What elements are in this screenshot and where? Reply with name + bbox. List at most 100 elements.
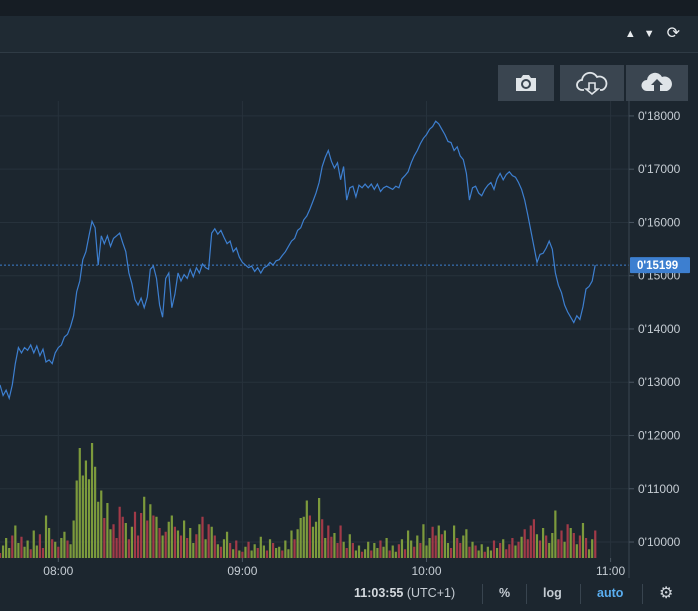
volume-bar (222, 539, 226, 558)
y-axis-ticks: 0'100000'110000'120000'130000'140000'150… (629, 109, 681, 549)
volume-bar (250, 550, 253, 558)
volume-bar (299, 518, 302, 558)
volume-bar (275, 548, 278, 558)
volume-bar (557, 539, 560, 558)
y-tick-label: 0'12000 (638, 428, 681, 442)
volume-bar (296, 529, 299, 558)
volume-bar (351, 543, 354, 558)
volume-bar (440, 534, 443, 558)
volume-bar (514, 545, 517, 558)
volume-bar (345, 548, 348, 558)
percent-scale-button[interactable]: % (499, 586, 511, 600)
volume-bar (51, 539, 54, 558)
volume-bar (57, 546, 60, 558)
volume-bar (572, 533, 575, 558)
volume-bar (238, 550, 241, 558)
chart-toolbar (0, 53, 698, 101)
volume-bar (502, 539, 505, 558)
upload-button[interactable] (626, 65, 688, 101)
triangle-up-icon[interactable]: ▲ (624, 28, 636, 40)
volume-bar (397, 544, 400, 558)
volume-bar (225, 531, 229, 558)
volume-bar (118, 506, 121, 558)
volume-bar (453, 525, 456, 558)
volume-bar (198, 524, 201, 558)
volume-bar (459, 543, 462, 558)
volume-bar (499, 543, 502, 558)
volume-bar (281, 550, 284, 558)
volume-bar (229, 543, 232, 558)
volume-bar (210, 526, 213, 558)
volume-bar (204, 539, 207, 558)
volume-bar (179, 535, 183, 558)
volume-bar (388, 550, 391, 558)
volume-bar (517, 541, 520, 558)
volume-bar (477, 550, 480, 558)
volume-bar (26, 540, 29, 558)
gear-icon[interactable]: ⚙ (659, 585, 674, 602)
volume-bar (100, 490, 103, 558)
volume-bar (90, 443, 94, 558)
volume-bar (314, 521, 318, 558)
download-button[interactable] (560, 65, 624, 101)
auto-scale-button[interactable]: auto (597, 586, 624, 600)
volume-bar (526, 539, 529, 558)
volume-bar (235, 540, 238, 558)
volume-bar (422, 524, 425, 558)
volume-bar (127, 539, 130, 558)
volume-bar (465, 529, 468, 558)
volume-bar (244, 546, 247, 558)
window-top-strip (0, 0, 698, 16)
volume-bar (486, 546, 489, 558)
screenshot-button[interactable] (498, 65, 554, 101)
volume-bar (413, 546, 416, 558)
volume-bar (152, 515, 155, 558)
footer-divider (482, 584, 483, 604)
volume-bar (394, 551, 397, 558)
volume-bar (278, 546, 281, 558)
volume-bar (360, 551, 364, 558)
volume-bar (284, 540, 287, 558)
price-chart[interactable]: 0'10000 0'11000 0'12000 0'13000 0'14000 0'150… (0, 101, 698, 583)
volume-bar (327, 525, 330, 558)
volume-bar (54, 541, 57, 558)
volume-bar (66, 540, 69, 558)
last-price-badge: 0'15199 (630, 257, 690, 274)
volume-bar (563, 541, 566, 558)
volume-bar (32, 530, 35, 558)
volume-bar (1, 545, 5, 558)
volume-bar (535, 534, 539, 558)
volume-bar (569, 528, 572, 558)
volume-bar (400, 539, 404, 558)
volume-bar (505, 549, 508, 558)
clock-readout: 11:03:55 (UTC+1) (354, 586, 455, 600)
volume-bar (431, 526, 434, 558)
chart-header-bar: ▲ ▼ ⟳ (0, 16, 698, 53)
refresh-icon[interactable]: ⟳ (666, 25, 680, 42)
volume-bar (241, 551, 244, 558)
volume-bar (594, 530, 597, 558)
volume-bar (456, 538, 459, 558)
volume-bar (410, 540, 413, 558)
volume-bar (219, 546, 223, 558)
volume-bar (508, 544, 511, 558)
header-controls: ▲ ▼ ⟳ (624, 25, 680, 42)
volume-bar (44, 515, 48, 558)
y-tick-label: 0'16000 (638, 215, 681, 229)
volume-bar (259, 536, 262, 558)
volume-bar (23, 546, 26, 558)
volume-bar (265, 550, 269, 558)
volume-bar (112, 524, 115, 558)
volume-bar (538, 540, 542, 558)
volume-bar (106, 503, 109, 558)
volume-bar (176, 530, 180, 558)
volume-bar (186, 538, 189, 558)
volume-bar (161, 535, 164, 558)
volume-bar (495, 548, 499, 558)
log-scale-button[interactable]: log (543, 586, 562, 600)
volume-bar (173, 526, 176, 558)
volume-bar (462, 535, 465, 558)
volume-bar (0, 553, 2, 558)
triangle-down-icon[interactable]: ▼ (643, 28, 655, 40)
volume-bar (133, 511, 137, 558)
